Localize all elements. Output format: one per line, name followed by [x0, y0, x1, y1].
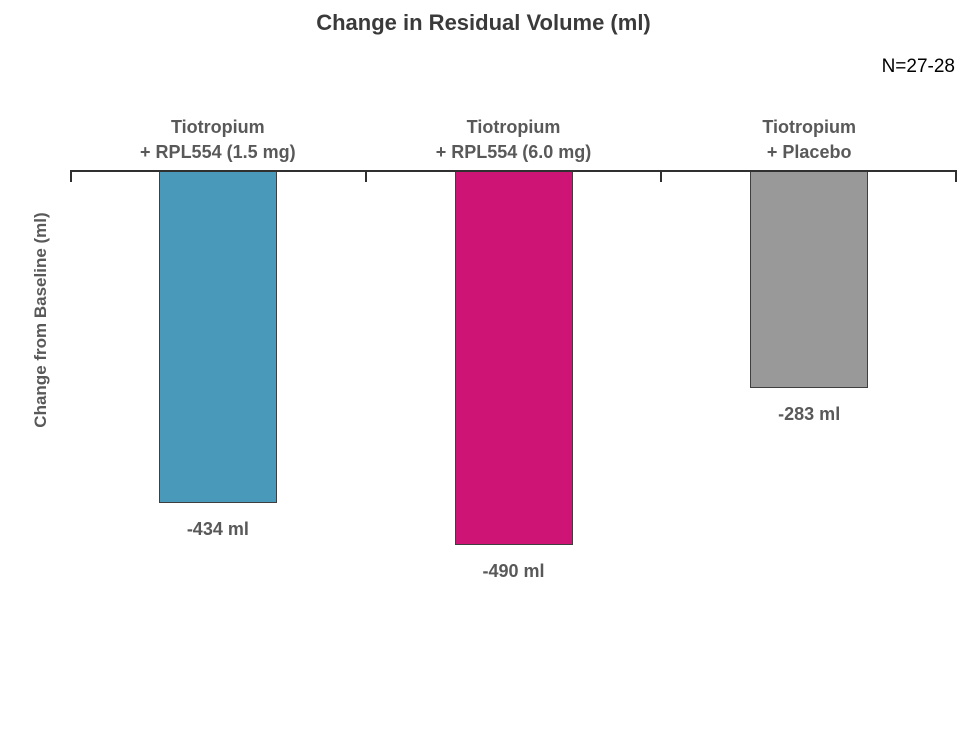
value-label: -490 ml — [482, 561, 545, 581]
bar-tiotropium-rpl554-6-0mg — [454, 172, 573, 545]
bar-column: -490 ml — [366, 172, 662, 722]
sample-size-note: N=27-28 — [881, 56, 955, 77]
category-label-tiotropium-rpl554-6-0mg: Tiotropium + RPL554 (6.0 mg) — [366, 108, 662, 168]
category-label-line: + RPL554 (1.5 mg) — [140, 142, 296, 162]
axis-tick — [70, 170, 72, 182]
y-axis-label: Change from Baseline (ml) — [31, 212, 50, 428]
axis-tick — [365, 170, 367, 182]
plot-area: -434 ml -490 ml -283 ml — [70, 172, 957, 722]
category-labels-row: Tiotropium + RPL554 (1.5 mg) Tiotropium … — [70, 108, 957, 168]
value-label: -434 ml — [186, 519, 249, 539]
bar-tiotropium-placebo — [750, 172, 869, 388]
chart-title: Change in Residual Volume (ml) — [316, 10, 651, 35]
bar-tiotropium-rpl554-1-5mg — [158, 172, 277, 503]
bar-column: -434 ml — [70, 172, 366, 722]
category-label-line: + Placebo — [766, 142, 852, 162]
bar-column: -283 ml — [661, 172, 957, 722]
axis-tick — [660, 170, 662, 182]
category-label-line: Tiotropium — [762, 117, 856, 137]
category-label-tiotropium-placebo: Tiotropium + Placebo — [661, 108, 957, 168]
baseline-axis — [70, 170, 957, 172]
category-label-line: Tiotropium — [171, 117, 265, 137]
value-label: -283 ml — [778, 404, 841, 424]
category-label-line: Tiotropium — [466, 117, 561, 137]
category-label-line: + RPL554 (6.0 mg) — [435, 142, 592, 162]
category-label-tiotropium-rpl554-1-5mg: Tiotropium + RPL554 (1.5 mg) — [70, 108, 366, 168]
axis-tick — [955, 170, 957, 182]
